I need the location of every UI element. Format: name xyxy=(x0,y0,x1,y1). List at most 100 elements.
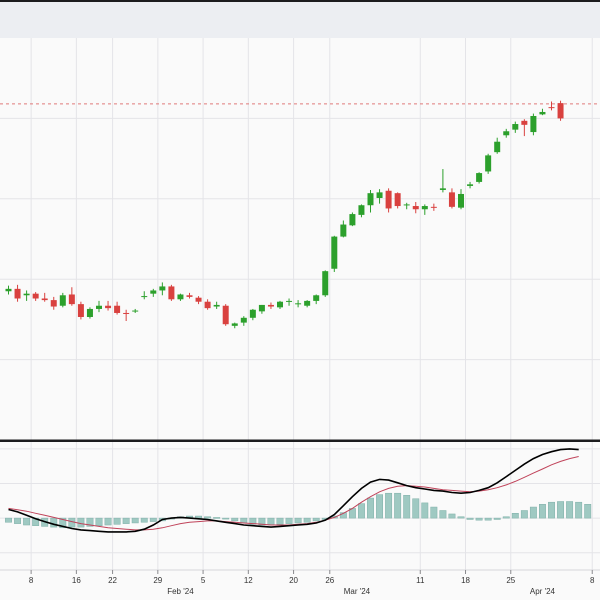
histogram-bar xyxy=(23,517,31,526)
candle-up xyxy=(59,295,66,306)
x-tick-label: 29 xyxy=(153,576,162,585)
candle-up xyxy=(358,205,365,215)
candle-up xyxy=(304,300,311,306)
candle-up xyxy=(240,317,247,323)
candle-down xyxy=(195,297,202,302)
histogram-bar xyxy=(294,517,302,524)
candle-up xyxy=(467,184,474,186)
histogram-bar xyxy=(484,517,492,521)
histogram-bar xyxy=(131,517,139,524)
histogram-bar xyxy=(339,512,347,519)
histogram-bar xyxy=(231,517,239,522)
x-tick-label: 8 xyxy=(29,576,34,585)
histogram-bar xyxy=(5,517,12,523)
histogram-bar xyxy=(240,517,248,524)
candle-up xyxy=(231,323,238,326)
candle-down xyxy=(412,206,419,210)
candle-up xyxy=(132,310,139,312)
candle-up xyxy=(376,192,383,198)
candle-down xyxy=(385,190,392,209)
x-month-label: Mar '24 xyxy=(344,587,371,596)
x-tick-label: 25 xyxy=(506,576,515,585)
candle-up xyxy=(340,224,347,237)
histogram-bar xyxy=(95,517,103,526)
candle-up xyxy=(23,293,30,296)
candle-up xyxy=(503,131,510,136)
grid xyxy=(0,38,600,570)
candle-up xyxy=(476,173,483,182)
histogram-bar xyxy=(267,517,275,526)
macd-histogram xyxy=(5,492,592,529)
candle-up xyxy=(458,193,464,208)
histogram-bar xyxy=(403,495,411,519)
candle-up xyxy=(403,204,410,206)
x-tick-label: 18 xyxy=(461,576,470,585)
histogram-bar xyxy=(14,517,22,524)
candle-up xyxy=(5,288,12,292)
histogram-bar xyxy=(430,506,438,519)
candle-up xyxy=(421,206,428,210)
candle-down xyxy=(68,294,75,305)
candle-down xyxy=(448,192,455,207)
candle-up xyxy=(313,295,320,301)
candles xyxy=(5,100,564,329)
candle-up xyxy=(512,124,519,130)
candle-up xyxy=(141,296,148,298)
histogram-bar xyxy=(222,517,230,520)
x-tick-label: 26 xyxy=(325,576,334,585)
candle-down xyxy=(557,103,564,119)
histogram-bar xyxy=(439,510,447,519)
candle-down xyxy=(50,300,57,307)
candle-up xyxy=(322,271,329,296)
indicator-panel xyxy=(0,442,600,570)
candle-up xyxy=(177,294,184,300)
candle-down xyxy=(32,293,39,299)
x-tick-label: 5 xyxy=(201,576,206,585)
candle-up xyxy=(249,309,256,318)
candle-up xyxy=(159,286,166,291)
histogram-bar xyxy=(584,504,592,519)
candle-down xyxy=(521,120,528,125)
candle-up xyxy=(485,155,492,172)
candle-down xyxy=(77,304,84,317)
histogram-bar xyxy=(249,517,257,525)
x-tick-label: 8 xyxy=(590,576,595,585)
candle-up xyxy=(277,301,283,308)
candle-up xyxy=(530,115,537,133)
histogram-bar xyxy=(394,492,402,519)
candle-up xyxy=(150,290,157,294)
candle-down xyxy=(168,286,175,300)
histogram-bar xyxy=(303,517,311,523)
x-tick-label: 16 xyxy=(72,576,81,585)
histogram-bar xyxy=(575,501,583,519)
x-tick-label: 12 xyxy=(244,576,253,585)
histogram-bar xyxy=(104,517,112,526)
candle-up xyxy=(539,111,546,115)
histogram-bar xyxy=(511,513,519,519)
candle-up xyxy=(331,236,338,269)
candle-down xyxy=(14,288,21,299)
histogram-bar xyxy=(502,516,510,519)
histogram-bar xyxy=(466,517,474,520)
histogram-bar xyxy=(113,517,121,525)
candle-up xyxy=(439,188,446,190)
histogram-bar xyxy=(312,517,320,522)
histogram-bar xyxy=(50,517,58,528)
candle-down xyxy=(41,298,48,301)
histogram-bar xyxy=(457,516,465,519)
candle-up xyxy=(494,141,501,153)
x-tick-labels: 8 16 22 29 5 12 20 26 11 18 25 8 Feb '24 Mar '24 Apr '… xyxy=(29,570,595,596)
histogram-bar xyxy=(358,503,365,519)
candle-down xyxy=(394,193,401,207)
candle-up xyxy=(286,300,293,302)
candle-up xyxy=(367,193,374,206)
histogram-bar xyxy=(412,498,420,519)
candle-down xyxy=(267,304,274,307)
candle-down xyxy=(204,301,211,309)
candle-down xyxy=(186,295,193,297)
x-axis-strip xyxy=(0,570,600,600)
histogram-bar xyxy=(448,513,456,519)
candle-up xyxy=(295,303,302,305)
